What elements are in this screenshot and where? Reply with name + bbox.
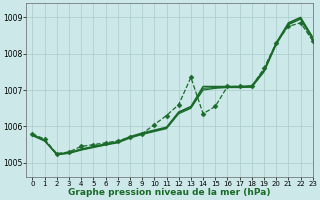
X-axis label: Graphe pression niveau de la mer (hPa): Graphe pression niveau de la mer (hPa) [68,188,271,197]
